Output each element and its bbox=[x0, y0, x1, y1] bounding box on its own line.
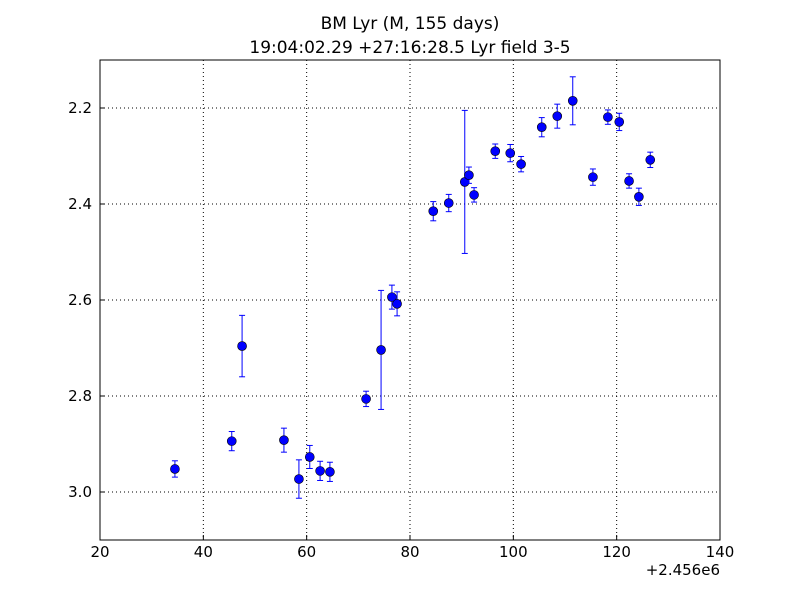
x-tick-label: 120 bbox=[602, 543, 631, 561]
point bbox=[516, 159, 526, 169]
point bbox=[315, 466, 325, 476]
x-tick-label: 80 bbox=[400, 543, 419, 561]
point bbox=[536, 122, 547, 132]
point bbox=[469, 190, 479, 200]
point bbox=[624, 176, 634, 186]
x-tick-label: 100 bbox=[499, 543, 528, 561]
point bbox=[567, 96, 578, 106]
point bbox=[279, 435, 289, 445]
point bbox=[387, 292, 397, 302]
point bbox=[614, 117, 625, 127]
x-tick-label: 140 bbox=[706, 543, 735, 561]
point bbox=[428, 206, 439, 216]
point bbox=[634, 192, 644, 202]
chart-subtitle: 19:04:02.29 +27:16:28.5 Lyr field 3-5 bbox=[249, 38, 570, 58]
point bbox=[392, 299, 402, 309]
point bbox=[294, 474, 304, 484]
point bbox=[443, 198, 454, 208]
y-tick-label: 2.4 bbox=[68, 195, 92, 213]
point bbox=[505, 148, 516, 158]
x-tick-label: 40 bbox=[194, 543, 213, 561]
chart-title: BM Lyr (M, 155 days) bbox=[321, 14, 500, 34]
point bbox=[645, 155, 656, 165]
y-tick-label: 3.0 bbox=[68, 483, 92, 501]
point bbox=[361, 394, 371, 404]
point bbox=[464, 170, 474, 180]
y-tick-label: 2.8 bbox=[68, 387, 92, 405]
x-tick-label: 20 bbox=[90, 543, 109, 561]
point bbox=[490, 146, 501, 156]
y-tick-label: 2.2 bbox=[68, 99, 92, 117]
point bbox=[588, 172, 598, 182]
point bbox=[170, 464, 180, 474]
point bbox=[552, 111, 563, 121]
point bbox=[237, 341, 247, 351]
point bbox=[325, 467, 335, 477]
point bbox=[304, 452, 315, 462]
x-offset-label: +2.456e6 bbox=[646, 561, 720, 579]
point bbox=[603, 112, 613, 122]
plot-frame bbox=[99, 59, 721, 541]
y-tick-label: 2.6 bbox=[68, 291, 92, 309]
point bbox=[376, 345, 386, 355]
x-tick-label: 60 bbox=[297, 543, 316, 561]
point bbox=[226, 436, 237, 446]
